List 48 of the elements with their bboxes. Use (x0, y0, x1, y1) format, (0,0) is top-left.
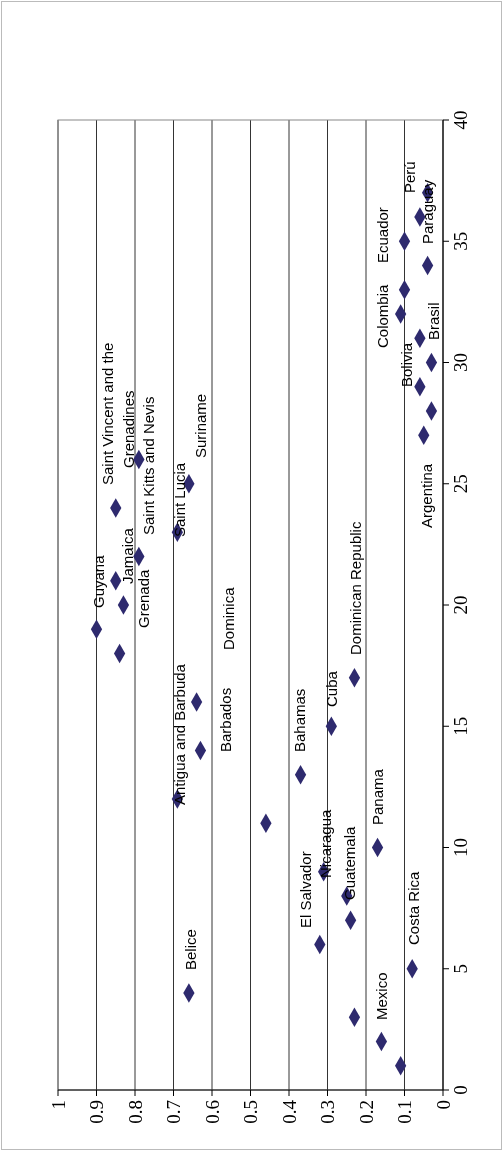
annotation: Suriname (191, 393, 209, 458)
y-tick-label: 35 (449, 231, 471, 251)
annotation: Jamaica (118, 527, 136, 584)
annotation: Dominican Republic (346, 521, 364, 655)
annotation: Guatemala (340, 825, 358, 900)
y-tick-label: 5 (449, 964, 471, 974)
x-tick-label: 0.9 (86, 1100, 107, 1124)
y-tick-label: 40 (449, 110, 471, 130)
y-tick-label: 0 (449, 1085, 471, 1095)
x-tick-label: 1 (47, 1100, 69, 1110)
annotation: Nicaragua (316, 808, 334, 878)
annotation: Ecuador (373, 207, 391, 263)
x-tick-label: 0 (432, 1100, 454, 1110)
x-tick-label: 0.4 (278, 1099, 300, 1124)
annotation: Barbados (216, 687, 234, 752)
annotation: Brasil (424, 302, 442, 340)
x-tick-label: 0.3 (317, 1100, 338, 1124)
annotation: Dominica (219, 586, 237, 650)
annotation: Paraguay (418, 179, 436, 244)
annotation: Saint Vincent and the (98, 342, 116, 485)
annotation: Mexico (372, 972, 390, 1020)
annotation: Saint Kitts and Nevis (139, 396, 157, 535)
annotation: Colombia (373, 283, 391, 348)
annotation: Grenadines (119, 390, 137, 468)
y-tick-label: 20 (449, 595, 471, 615)
annotation: Belice (181, 929, 199, 970)
y-tick-label: 25 (449, 474, 471, 494)
annotation: Bolivia (397, 342, 415, 387)
annotation: El Salvador (296, 851, 314, 928)
y-tick-label: 10 (449, 838, 471, 857)
annotation: Perú (400, 161, 418, 193)
annotation: Saint Lucia (170, 462, 188, 537)
annotation: Panama (368, 768, 386, 825)
x-tick-label: 0.1 (394, 1100, 415, 1124)
annotation: Grenada (134, 568, 152, 628)
annotation: Argentina (417, 463, 435, 528)
x-tick-label: 0.6 (201, 1100, 223, 1124)
annotation: Antigua and Barbuda (170, 663, 188, 805)
annotation: Guyana (89, 554, 107, 608)
annotation: Cuba (322, 670, 340, 707)
annotation: Costa Rica (404, 870, 422, 945)
x-tick-label: 0.5 (240, 1100, 261, 1124)
y-tick-label: 15 (449, 716, 471, 736)
annotation: Bahamas (290, 688, 308, 752)
y-tick-label: 30 (449, 353, 471, 372)
x-tick-label: 0.8 (124, 1100, 146, 1124)
x-tick-label: 0.2 (355, 1100, 377, 1124)
x-tick-label: 0.7 (163, 1100, 184, 1124)
